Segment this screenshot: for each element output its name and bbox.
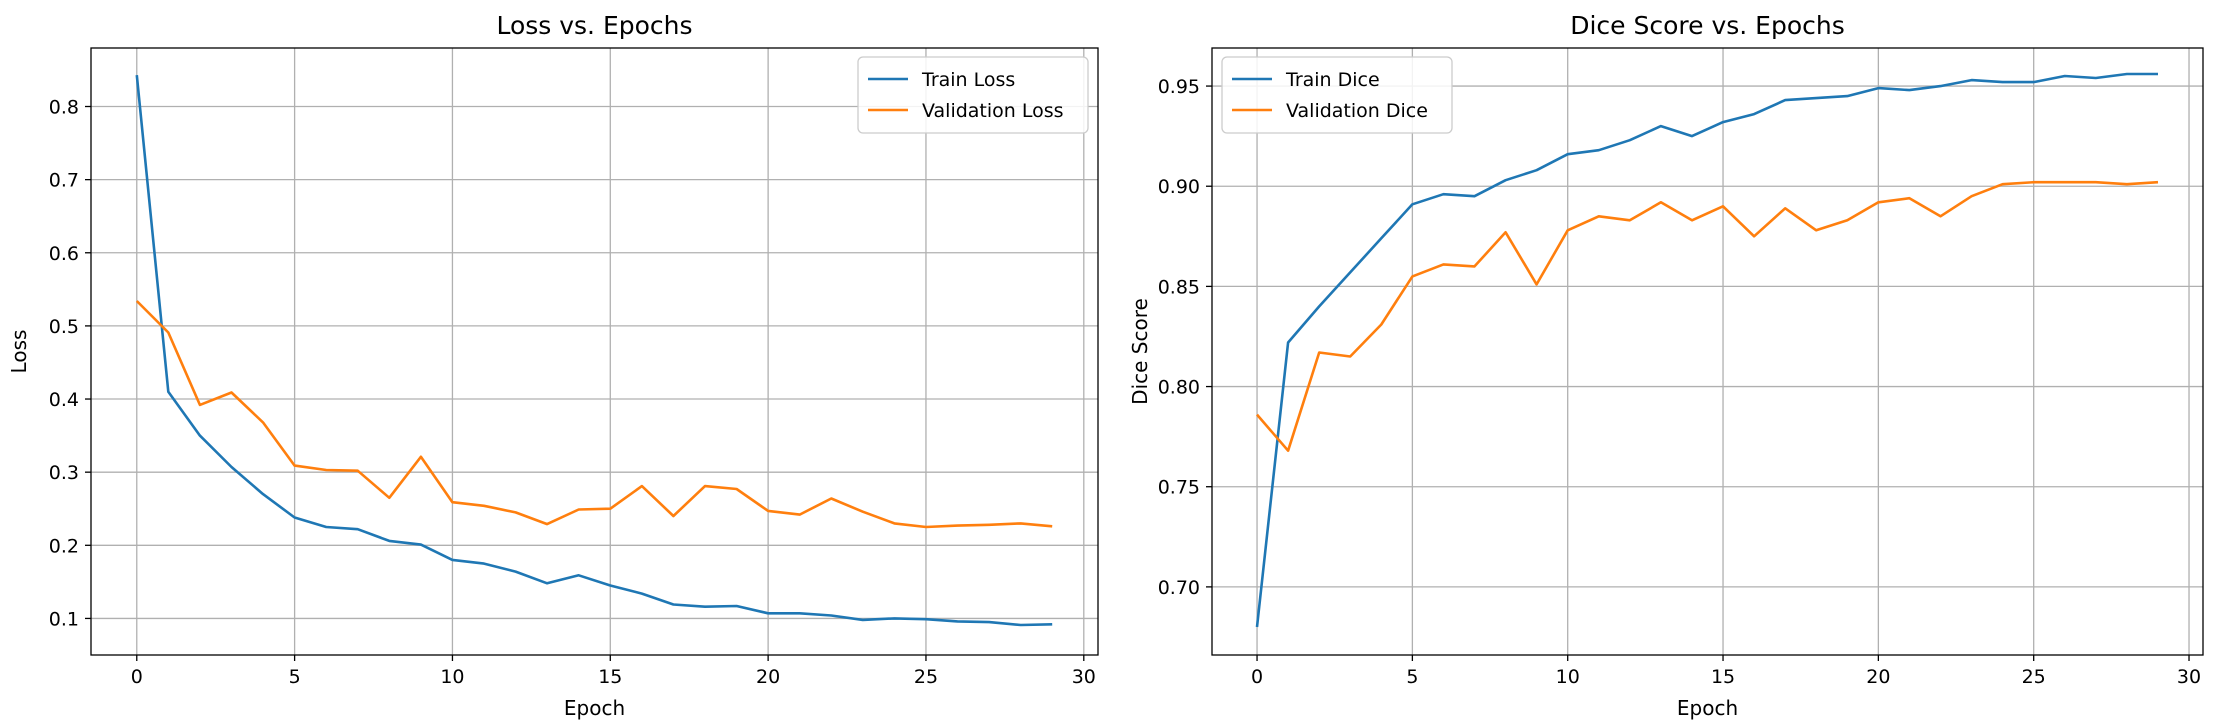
x-tick-label: 15 — [1711, 666, 1735, 688]
plot-frame — [1211, 47, 2204, 656]
x-tick-label: 20 — [1866, 666, 1890, 688]
x-tick-label: 30 — [1072, 666, 1096, 688]
series-line-validation-loss — [135, 300, 1053, 529]
y-tick-label: 0.4 — [49, 389, 79, 411]
x-tick-label: 25 — [2022, 666, 2046, 688]
series-line-validation-dice — [1256, 180, 2159, 453]
series-line-train-loss — [135, 74, 1053, 627]
chart-title: Loss vs. Epochs — [496, 11, 692, 40]
y-tick-label: 0.80 — [1158, 377, 1200, 399]
legend-label: Validation Dice — [1286, 100, 1428, 122]
y-tick-label: 0.2 — [49, 535, 79, 557]
y-axis-label: Dice Score — [1128, 298, 1152, 405]
x-tick-label: 5 — [1406, 666, 1418, 688]
y-tick-label: 0.8 — [49, 97, 79, 119]
legend-box — [857, 56, 1089, 134]
legend: Train Dice Validation Dice — [1221, 56, 1453, 134]
legend-label: Validation Loss — [922, 100, 1064, 122]
x-tick-label: 0 — [1251, 666, 1263, 688]
x-axis-label: Epoch — [564, 696, 625, 720]
x-tick-label: 20 — [756, 666, 780, 688]
y-axis-label: Loss — [7, 330, 31, 374]
y-tick-label: 0.90 — [1158, 176, 1200, 198]
y-tick-label: 0.3 — [49, 462, 79, 484]
legend-box — [1221, 56, 1453, 134]
x-tick-label: 30 — [2177, 666, 2201, 688]
x-axis-label: Epoch — [1677, 696, 1738, 720]
legend-label: Train Dice — [1285, 69, 1380, 91]
y-tick-label: 0.95 — [1158, 76, 1200, 98]
series-line-train-dice — [1255, 72, 2158, 628]
y-tick-label: 0.75 — [1158, 477, 1200, 499]
y-tick-label: 0.5 — [49, 316, 79, 338]
plot-frame — [90, 47, 1099, 656]
legend: Train Loss Validation Loss — [857, 56, 1089, 134]
x-tick-label: 10 — [1556, 666, 1580, 688]
dice-chart: 0 5 10 15 20 25 30 0.70 0.75 0.80 0.85 0.90 0.95 Dice… — [1128, 11, 2204, 720]
x-tick-label: 5 — [289, 666, 301, 688]
y-tick-label: 0.1 — [49, 608, 79, 630]
x-tick-label: 15 — [598, 666, 622, 688]
x-tick-label: 0 — [131, 666, 143, 688]
y-tick-label: 0.85 — [1158, 276, 1200, 298]
y-tick-label: 0.70 — [1158, 577, 1200, 599]
x-tick-label: 25 — [914, 666, 938, 688]
loss-chart: 0 5 10 15 20 25 30 0.1 0.2 0.3 0.4 0.5 0.6 0.7 0.8 Loss… — [7, 11, 1099, 720]
chart-title: Dice Score vs. Epochs — [1570, 11, 1845, 40]
legend-label: Train Loss — [921, 69, 1015, 91]
y-tick-label: 0.7 — [49, 170, 79, 192]
y-tick-label: 0.6 — [49, 243, 79, 265]
x-tick-label: 10 — [440, 666, 464, 688]
